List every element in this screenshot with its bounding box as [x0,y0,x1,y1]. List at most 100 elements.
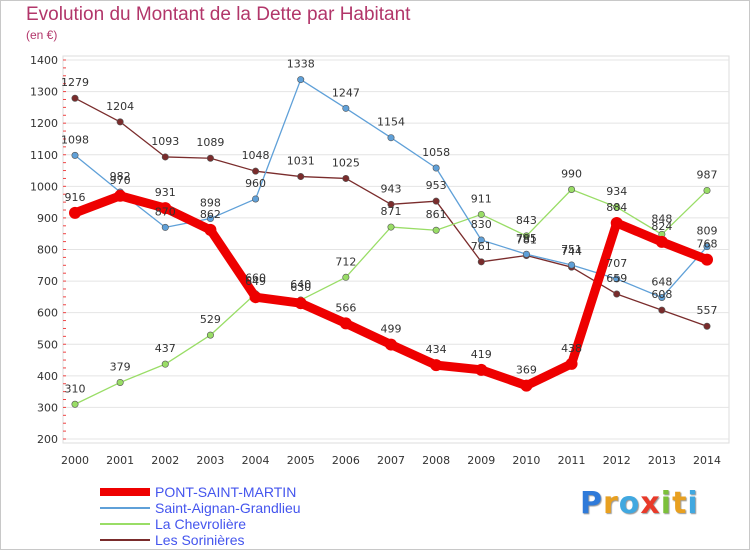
legend-swatch [100,488,150,496]
data-point [206,215,214,223]
x-tick-label: 2011 [558,454,586,467]
y-tick-label: 700 [37,275,58,288]
data-point [655,235,668,248]
data-label: 649 [245,275,266,288]
data-label: 990 [561,167,582,180]
data-point [613,290,621,298]
data-label: 1338 [287,58,315,71]
data-point [568,261,576,269]
data-point [339,317,352,330]
data-label: 438 [561,342,582,355]
y-tick-label: 1300 [30,86,58,99]
data-label: 379 [110,360,131,373]
legend-swatch [100,523,150,525]
data-label: 557 [697,304,718,317]
data-label: 310 [65,382,86,395]
data-label: 931 [155,186,176,199]
data-point [206,331,214,339]
data-label: 1098 [61,133,89,146]
data-point [342,174,350,182]
data-label: 608 [651,288,672,301]
data-point [477,258,485,266]
data-label: 1247 [332,86,360,99]
legend-item-saint-aignan-grandlieu: Saint-Aignan-Grandlieu [100,500,400,516]
data-label: 768 [697,238,718,251]
data-point [116,378,124,386]
data-label: 884 [606,201,627,214]
data-label: 640 [290,278,311,291]
data-label: 1031 [287,155,315,168]
data-point [387,223,395,231]
data-point [703,186,711,194]
data-point [522,250,530,258]
data-point [385,338,397,351]
data-point [297,173,305,181]
data-point [658,294,666,302]
data-label: 953 [426,179,447,192]
data-point [161,360,169,368]
data-point [565,357,578,370]
data-label: 785 [516,232,537,245]
data-point [568,185,576,193]
data-point [116,118,124,126]
data-point [703,322,711,330]
data-label: 960 [245,177,266,190]
data-label: 911 [471,192,492,205]
data-label: 369 [516,364,537,377]
data-label: 744 [561,245,582,258]
data-point [613,275,621,283]
logo-letter: o [618,486,641,521]
y-tick-label: 500 [37,338,58,351]
y-tick-label: 1000 [30,180,58,193]
proxiti-logo: Proxiti [580,486,699,521]
chart-title: Evolution du Montant de la Dette par Hab… [26,4,411,25]
data-point [206,154,214,162]
x-tick-label: 2013 [648,454,676,467]
data-label: 848 [651,212,672,225]
data-point [342,104,350,112]
data-point [613,203,621,211]
data-point [432,164,440,172]
y-tick-label: 1200 [30,117,58,130]
legend-label: PONT-SAINT-MARTIN [155,484,297,500]
data-label: 434 [426,343,447,356]
data-label: 660 [245,272,266,285]
data-label: 419 [471,348,492,361]
data-label: 751 [561,243,582,256]
legend: PONT-SAINT-MARTIN Saint-Aignan-Grandlieu… [100,484,400,548]
data-label: 1025 [332,156,360,169]
data-label: 934 [606,185,627,198]
legend-item-la-chevroliere: La Chevrolière [100,516,400,532]
chart-subtitle: (en €) [26,28,58,42]
data-point [477,210,485,218]
data-label: 987 [697,168,718,181]
logo-letter: P [580,486,603,521]
logo-letter: i [687,486,699,521]
data-label: 1154 [377,116,405,129]
data-label: 648 [651,276,672,289]
y-tick-label: 600 [37,307,58,320]
data-label: 916 [65,191,86,204]
x-tick-label: 2010 [512,454,540,467]
data-point [342,273,350,281]
y-tick-label: 400 [37,370,58,383]
data-label: 437 [155,342,176,355]
data-label: 659 [606,272,627,285]
y-tick-label: 800 [37,244,58,257]
data-label: 943 [381,182,402,195]
data-label: 1093 [151,135,179,148]
x-tick-label: 2014 [693,454,721,467]
y-tick-label: 1400 [30,54,58,67]
data-label: 970 [110,174,131,187]
data-point [161,153,169,161]
legend-label: Les Sorinières [155,532,245,548]
y-tick-label: 1100 [30,149,58,162]
data-point [252,167,260,175]
data-label: 499 [381,323,402,336]
data-label: 707 [606,257,627,270]
data-point [294,297,307,310]
y-tick-label: 300 [37,401,58,414]
legend-item-les-sorinieres: Les Sorinières [100,532,400,548]
data-label: 843 [516,214,537,227]
